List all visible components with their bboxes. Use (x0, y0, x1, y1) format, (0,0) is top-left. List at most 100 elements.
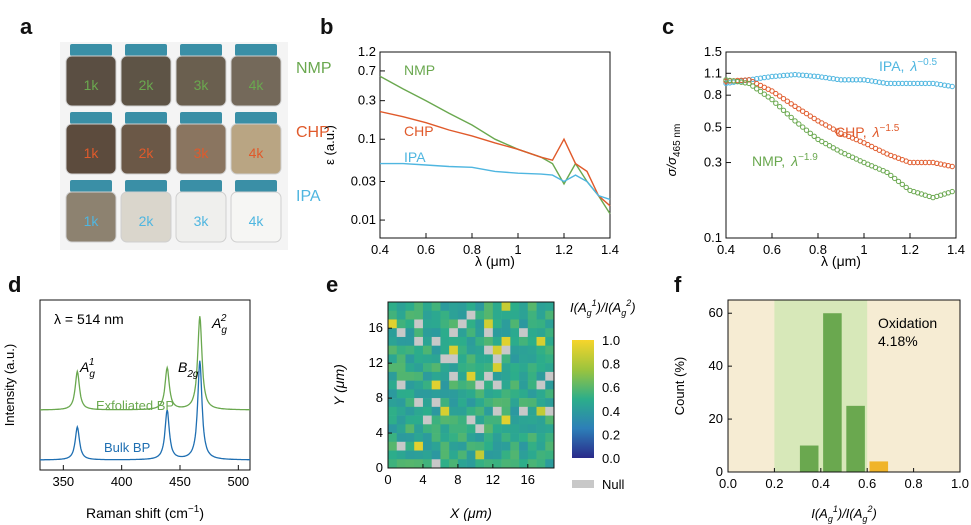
heatmap-cell (440, 389, 450, 399)
xtick-label: 1.2 (901, 242, 919, 257)
heatmap-cell (484, 389, 494, 399)
heatmap-cell (396, 345, 406, 355)
series-line-ipa (380, 162, 611, 201)
heatmap-cell (466, 398, 476, 408)
ytick-label: 0.01 (351, 212, 376, 227)
solvent-label-nmp: NMP (296, 60, 332, 77)
heatmap-cell (396, 433, 406, 443)
heatmap-cell (440, 450, 450, 460)
data-point-chp (792, 103, 798, 110)
heatmap-cell (431, 345, 441, 355)
heatmap-cell (414, 433, 424, 443)
heatmap-cell (536, 459, 546, 469)
heatmap-cell (440, 398, 450, 408)
heatmap-cell (422, 441, 432, 451)
chart-f-ylabel: Count (%) (672, 357, 687, 416)
heatmap-cell (396, 336, 406, 346)
chart-e-xlabel: X (μm) (449, 505, 492, 521)
heatmap-cell (396, 380, 406, 390)
heatmap-cell (475, 389, 485, 399)
panel-letter-b: b (320, 14, 334, 39)
heatmap-cell (466, 345, 476, 355)
chart-d-xticks: 350 400 450 500 (52, 465, 249, 489)
ytick-label: 0.1 (358, 131, 376, 146)
heatmap-cell (536, 336, 546, 346)
heatmap-cell (466, 389, 476, 399)
heatmap-cell (510, 336, 520, 346)
vial-label: 1k (84, 213, 100, 229)
panel-letter-c: c (662, 14, 675, 39)
vial-body (65, 55, 117, 107)
heatmap-cell (501, 328, 511, 338)
heatmap-cell (484, 398, 494, 408)
heatmap-cell (519, 415, 529, 425)
heatmap-cell (405, 398, 415, 408)
data-point-ipa (777, 73, 783, 79)
heatmap-cell (449, 310, 459, 320)
vial-label: 2k (139, 145, 155, 161)
heatmap-cell (527, 433, 537, 443)
heatmap-cell (396, 441, 406, 451)
chart-d-xlabel: Raman shift (cm−1) (86, 504, 204, 521)
heatmap-cell (536, 424, 546, 434)
chart-c-xlabel: λ (μm) (821, 253, 861, 269)
heatmap-cell (457, 424, 467, 434)
heatmap-cell (492, 424, 502, 434)
heatmap-cell (519, 363, 529, 373)
vial-body (120, 55, 172, 107)
data-point-ipa (834, 76, 840, 82)
ytick-label: 0 (716, 464, 723, 479)
xtick-label: 0.6 (858, 476, 876, 491)
heatmap-cell (475, 319, 485, 329)
chart-f-xlabel: I(Ag1)/I(Ag2) (811, 504, 877, 524)
heatmap-cell (501, 450, 511, 460)
heatmap-cell (457, 354, 467, 364)
heatmap-cell (519, 459, 529, 469)
data-point-nmp (819, 138, 825, 145)
xtick-label: 4 (419, 472, 426, 487)
heatmap-cell (466, 459, 476, 469)
ytick-label: 16 (369, 320, 383, 335)
chart-c-label-ipa: IPA, λ−0.5 (879, 57, 937, 74)
vial-label: 4k (249, 77, 265, 93)
heatmap-cell (388, 380, 398, 390)
heatmap-cell (457, 345, 467, 355)
heatmap-cell (510, 450, 520, 460)
heatmap-cell (396, 406, 406, 416)
data-point-ipa (800, 72, 806, 78)
ytick-label: 4 (376, 425, 383, 440)
heatmap-cell (414, 389, 424, 399)
heatmap-cell (536, 302, 546, 312)
heatmap-cell (457, 310, 467, 320)
heatmap-cell (519, 302, 529, 312)
data-point-ipa (888, 80, 894, 87)
heatmap-cell (431, 433, 441, 443)
heatmap-cell (475, 415, 485, 425)
heatmap-cell (475, 345, 485, 355)
heatmap-cell (475, 302, 485, 312)
data-point-chp (780, 96, 787, 102)
vial-cap (70, 112, 112, 124)
chart-b: 1.2 0.7 0.3 0.1 0.03 0.01 0.4 0.6 0.8 1 1.2 1.4 NM… (322, 44, 619, 269)
data-point-ipa (846, 77, 852, 83)
vial-body (230, 191, 282, 243)
heatmap-cell (501, 310, 511, 320)
heatmap-cell (545, 406, 555, 416)
chart-f-yticks: 60 40 20 0 (709, 305, 732, 479)
data-point-ipa (803, 72, 810, 79)
data-point-ipa (861, 77, 867, 83)
heatmap-cell (475, 441, 485, 451)
heatmap-cell (405, 415, 415, 425)
data-point-ipa (723, 80, 729, 87)
data-point-chp (788, 101, 794, 107)
data-point-ipa (838, 77, 844, 83)
heatmap-cell (388, 328, 398, 338)
ytick-label: 1.1 (704, 65, 722, 80)
ytick-label: 0.8 (704, 87, 722, 102)
ytick-label: 1.2 (358, 44, 376, 59)
heatmap-cell (501, 406, 511, 416)
chart-f-xticks: 0.0 0.2 0.4 0.6 0.8 1.0 (719, 468, 969, 491)
data-point-ipa (880, 80, 886, 86)
heatmap-cell (405, 459, 415, 469)
heatmap-cell (466, 406, 476, 416)
